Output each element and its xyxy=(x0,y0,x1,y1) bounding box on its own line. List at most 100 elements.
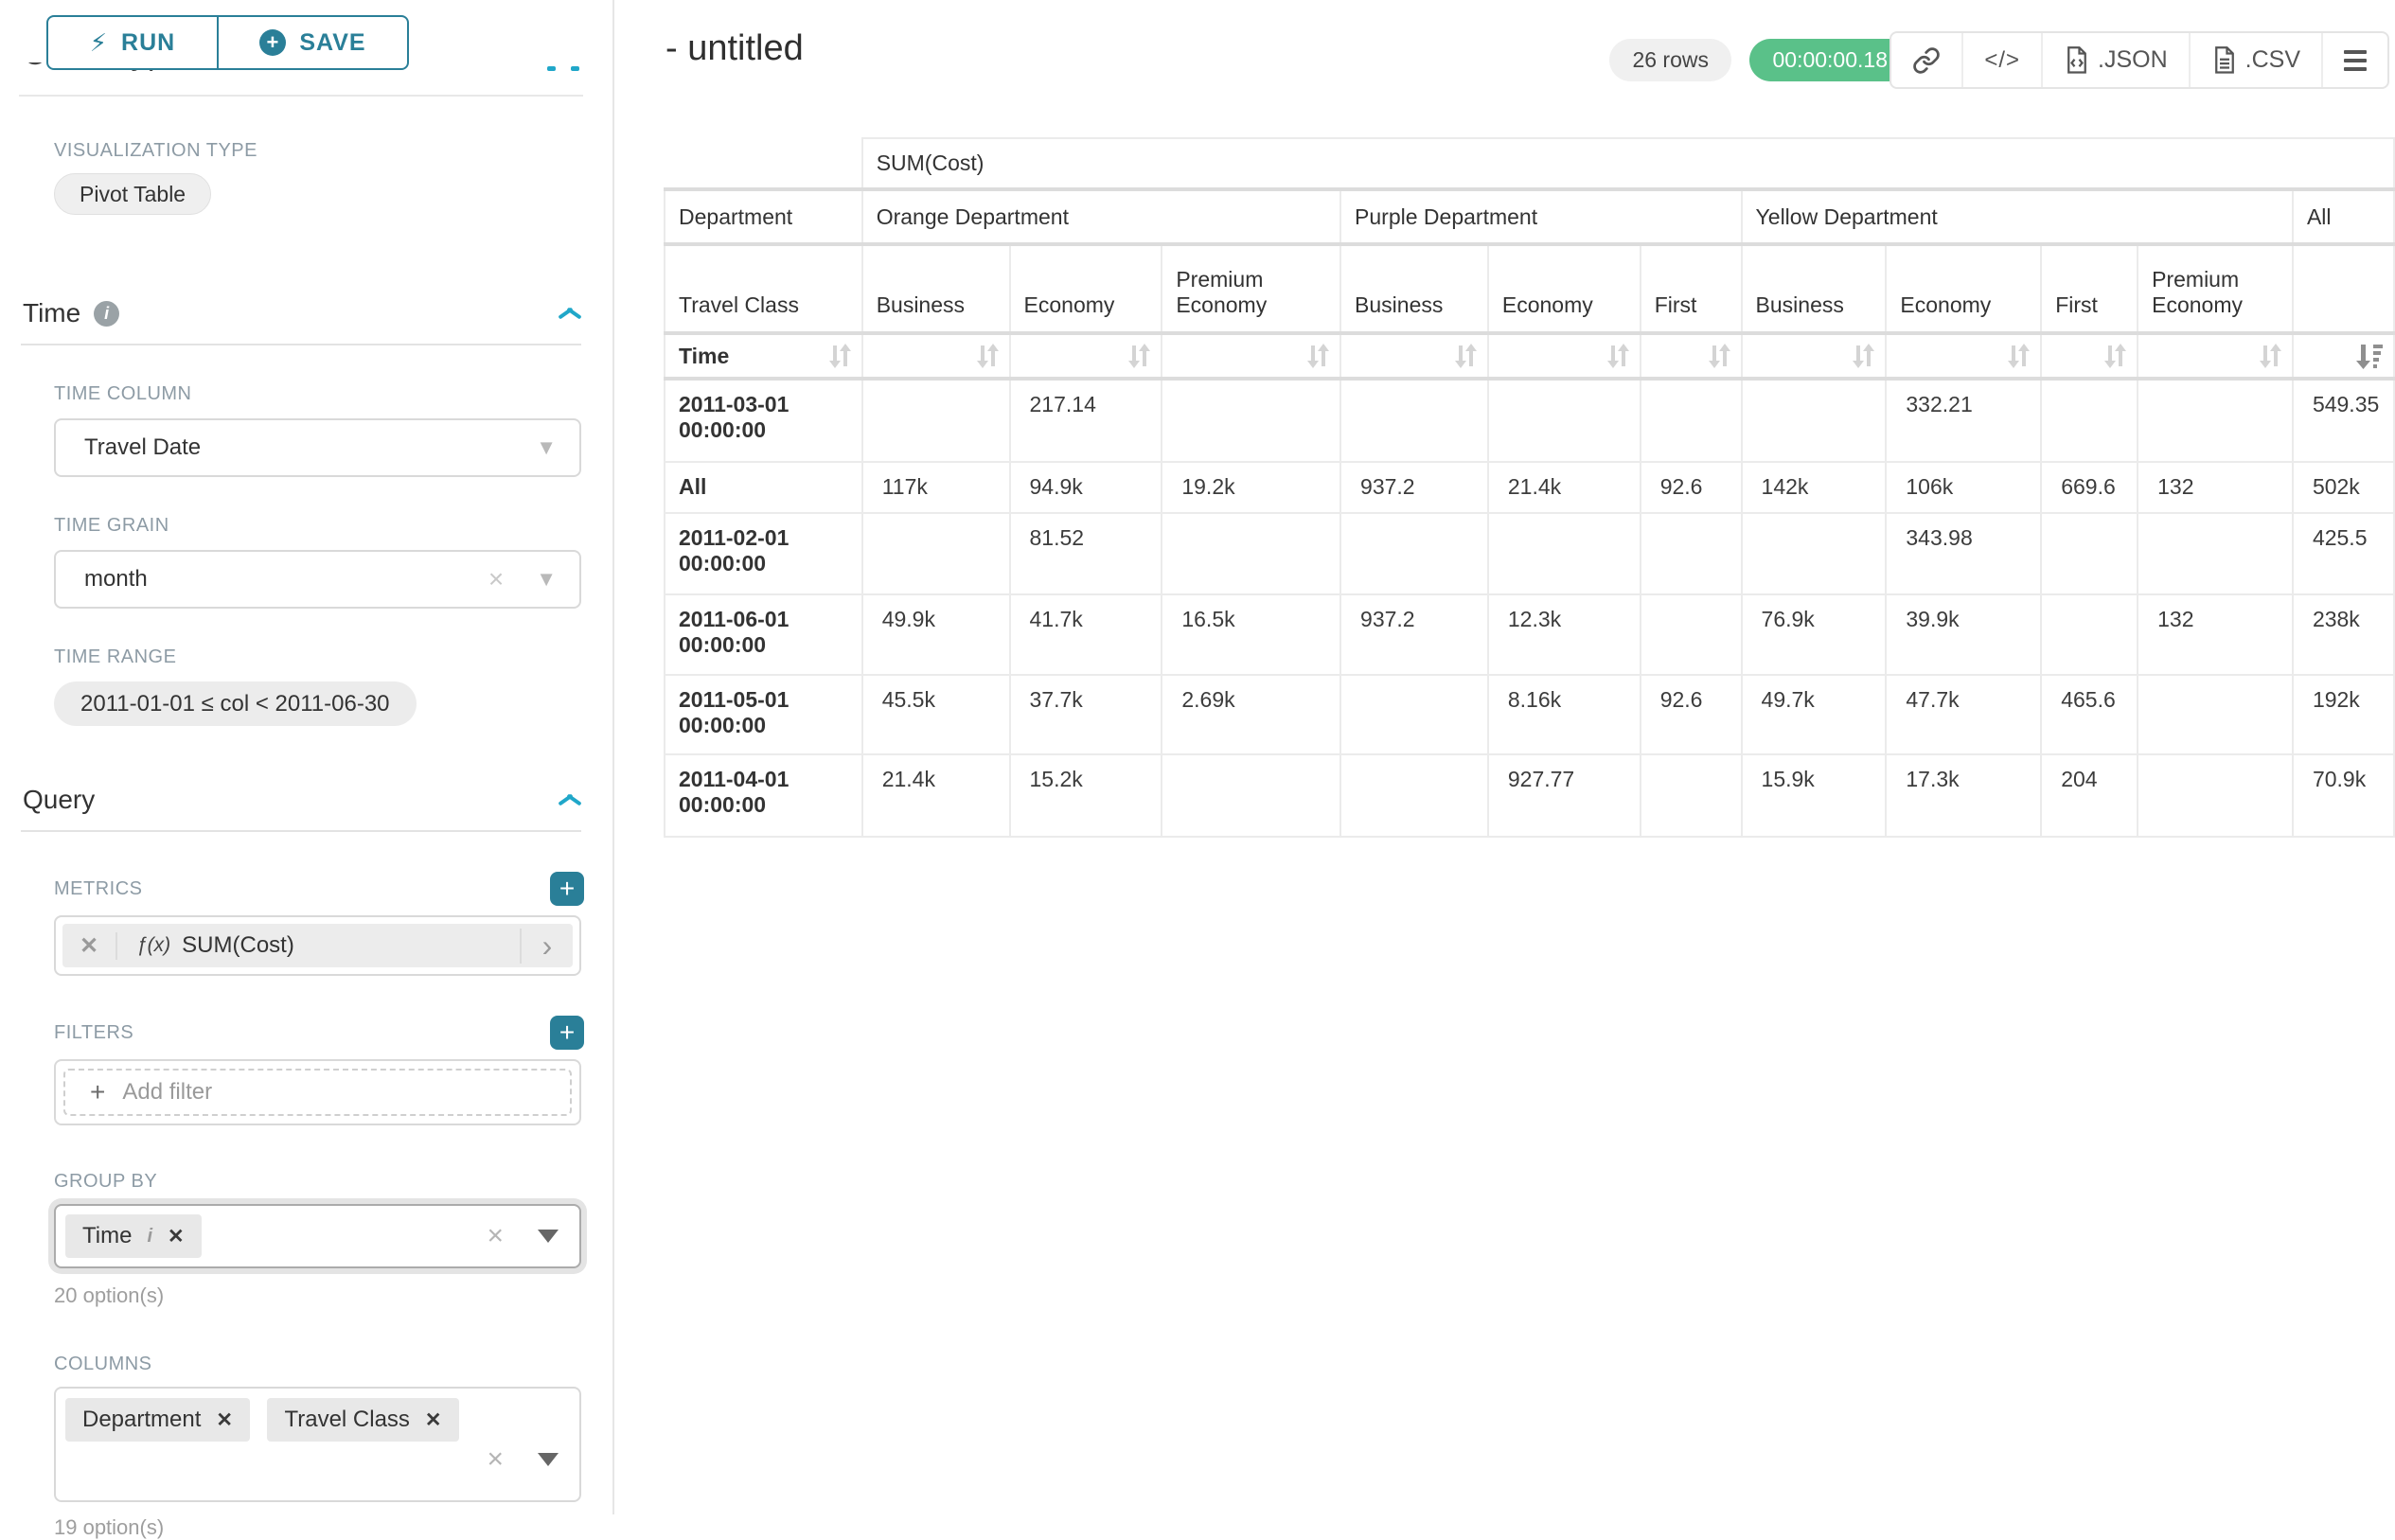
function-icon: ƒ(x) xyxy=(136,934,170,957)
remove-chip-icon[interactable]: ✕ xyxy=(168,1225,185,1248)
csv-label: .CSV xyxy=(2245,46,2300,74)
pivot-cell: 8.16k xyxy=(1488,675,1641,754)
pivot-cell: 204 xyxy=(2041,754,2138,837)
pivot-cell xyxy=(2138,675,2293,754)
pivot-cell: 21.4k xyxy=(862,754,1010,837)
copy-link-button[interactable] xyxy=(1891,33,1963,87)
pivot-sort-cell[interactable] xyxy=(1742,333,1887,379)
pivot-metric-header: SUM(Cost) xyxy=(862,138,2394,189)
pivot-cell xyxy=(2138,513,2293,594)
pivot-col-header: Economy xyxy=(1010,244,1162,333)
pivot-row-dim-travel-class: Travel Class xyxy=(665,244,862,333)
filters-control: + Add filter xyxy=(54,1059,581,1125)
add-metric-button[interactable]: + xyxy=(550,872,584,906)
pivot-cell xyxy=(1641,754,1742,837)
chevron-up-icon[interactable] xyxy=(558,792,582,807)
pivot-row-label: 2011-06-01 00:00:00 xyxy=(665,594,862,675)
pivot-corner-cell xyxy=(665,138,862,189)
pivot-col-header: Economy xyxy=(1886,244,2041,333)
pivot-cell: 41.7k xyxy=(1010,594,1162,675)
pivot-cell: 192k xyxy=(2293,675,2394,754)
metric-chip[interactable]: ✕ ƒ(x) SUM(Cost) › xyxy=(62,924,573,967)
pivot-sort-cell[interactable] xyxy=(1641,333,1742,379)
pivot-time-header[interactable]: Time xyxy=(665,333,862,379)
pivot-cell: 669.6 xyxy=(2041,462,2138,513)
pivot-cell xyxy=(2041,594,2138,675)
pivot-sort-cell[interactable] xyxy=(1340,333,1488,379)
info-icon: i xyxy=(147,1226,152,1248)
add-filter-button[interactable]: + Add filter xyxy=(63,1069,572,1116)
pivot-col-header: First xyxy=(1641,244,1742,333)
pivot-sort-cell[interactable] xyxy=(1162,333,1340,379)
embed-code-button[interactable]: </> xyxy=(1963,33,2043,87)
remove-metric-icon[interactable]: ✕ xyxy=(62,932,117,960)
pivot-cell: 343.98 xyxy=(1886,513,2041,594)
pivot-cell xyxy=(1641,594,1742,675)
pivot-sort-cell[interactable] xyxy=(1886,333,2041,379)
remove-chip-icon[interactable]: ✕ xyxy=(216,1408,233,1432)
link-icon xyxy=(1912,46,1941,75)
remove-chip-icon[interactable]: ✕ xyxy=(425,1408,442,1432)
pivot-cell: 937.2 xyxy=(1340,594,1488,675)
pivot-cell xyxy=(1340,754,1488,837)
section-divider xyxy=(19,95,583,97)
viz-type-pill[interactable]: Pivot Table xyxy=(54,173,211,215)
export-csv-button[interactable]: .CSV xyxy=(2191,33,2323,87)
pivot-row-label: 2011-02-01 00:00:00 xyxy=(665,513,862,594)
caret-down-icon[interactable] xyxy=(538,1453,559,1466)
filters-label: FILTERS xyxy=(54,1022,133,1044)
run-save-bar: ⚡︎ RUN + SAVE xyxy=(46,15,409,70)
pivot-sort-cell[interactable] xyxy=(1488,333,1641,379)
pivot-sort-cell[interactable] xyxy=(1010,333,1162,379)
pivot-cell: 332.21 xyxy=(1886,379,2041,462)
query-section-header[interactable]: Query xyxy=(23,785,582,815)
pivot-cell: 81.52 xyxy=(1010,513,1162,594)
pivot-cell: 92.6 xyxy=(1641,675,1742,754)
time-section-header[interactable]: Time i xyxy=(23,298,582,328)
time-range-pill[interactable]: 2011-01-01 ≤ col < 2011-06-30 xyxy=(54,681,417,726)
group-by-control[interactable]: Time i ✕ × xyxy=(54,1204,581,1268)
pivot-sort-cell[interactable] xyxy=(2138,333,2293,379)
pivot-cell: 37.7k xyxy=(1010,675,1162,754)
columns-chip-department[interactable]: Department ✕ xyxy=(65,1398,250,1442)
group-by-chip-time[interactable]: Time i ✕ xyxy=(65,1214,202,1258)
columns-options-hint: 19 option(s) xyxy=(54,1515,612,1540)
add-filter-plus-button[interactable]: + xyxy=(550,1016,584,1050)
page-title[interactable]: - untitled xyxy=(665,28,804,69)
code-icon: </> xyxy=(1984,47,2020,74)
clear-icon[interactable]: × xyxy=(488,564,504,594)
pivot-sort-cell[interactable] xyxy=(2041,333,2138,379)
time-grain-select[interactable]: month × ▼ xyxy=(54,550,581,609)
pivot-cell xyxy=(1488,513,1641,594)
plus-icon: + xyxy=(90,1077,105,1107)
caret-down-icon[interactable] xyxy=(538,1230,559,1243)
pivot-cell: 106k xyxy=(1886,462,2041,513)
pivot-row-label: 2011-03-01 00:00:00 xyxy=(665,379,862,462)
save-button[interactable]: + SAVE xyxy=(218,15,409,70)
hamburger-icon xyxy=(2344,50,2367,71)
pivot-cell xyxy=(1742,513,1887,594)
time-range-label: TIME RANGE xyxy=(54,646,612,668)
columns-chip-travel-class[interactable]: Travel Class ✕ xyxy=(267,1398,458,1442)
pivot-group-header: Purple Department xyxy=(1340,189,1742,244)
time-column-select[interactable]: Travel Date ▼ xyxy=(54,418,581,477)
export-json-button[interactable]: .JSON xyxy=(2043,33,2191,87)
clear-icon[interactable]: × xyxy=(487,1220,504,1252)
columns-control[interactable]: Department ✕ Travel Class ✕ × xyxy=(54,1387,581,1502)
pivot-cell: 549.35 xyxy=(2293,379,2394,462)
pivot-col-header: Business xyxy=(1742,244,1887,333)
pivot-sort-cell[interactable] xyxy=(862,333,1010,379)
chevron-right-icon[interactable]: › xyxy=(520,929,573,964)
info-icon: i xyxy=(94,301,119,327)
time-grain-label: TIME GRAIN xyxy=(54,515,612,537)
chevron-up-icon[interactable] xyxy=(558,306,582,321)
pivot-cell: 12.3k xyxy=(1488,594,1641,675)
pivot-cell xyxy=(2138,754,2293,837)
pivot-cell: 937.2 xyxy=(1340,462,1488,513)
pivot-sort-cell[interactable] xyxy=(2293,333,2394,379)
time-column-value: Travel Date xyxy=(84,434,201,461)
clear-icon[interactable]: × xyxy=(487,1443,504,1476)
run-button[interactable]: ⚡︎ RUN xyxy=(46,15,218,70)
metrics-label: METRICS xyxy=(54,878,143,900)
menu-button[interactable] xyxy=(2323,33,2387,87)
